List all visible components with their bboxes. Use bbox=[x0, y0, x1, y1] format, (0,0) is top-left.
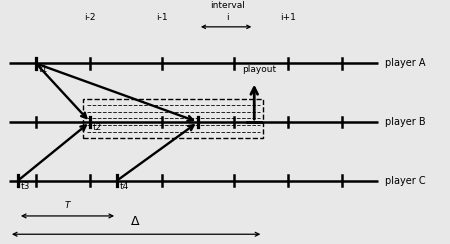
Text: T: T bbox=[65, 201, 70, 210]
Text: Δ: Δ bbox=[131, 215, 139, 228]
Text: i: i bbox=[226, 13, 229, 21]
Text: player B: player B bbox=[385, 117, 425, 127]
Text: playout: playout bbox=[242, 65, 276, 74]
Text: t1: t1 bbox=[38, 65, 48, 74]
Text: t3: t3 bbox=[20, 182, 30, 191]
Text: t4: t4 bbox=[119, 182, 129, 191]
Text: i-2: i-2 bbox=[84, 13, 96, 21]
Bar bbox=[83, 99, 263, 138]
Text: i+1: i+1 bbox=[280, 13, 296, 21]
Text: interval: interval bbox=[210, 1, 245, 10]
Text: player C: player C bbox=[385, 176, 425, 185]
Text: t2: t2 bbox=[92, 123, 102, 132]
Text: i-1: i-1 bbox=[156, 13, 168, 21]
Text: player A: player A bbox=[385, 59, 425, 68]
